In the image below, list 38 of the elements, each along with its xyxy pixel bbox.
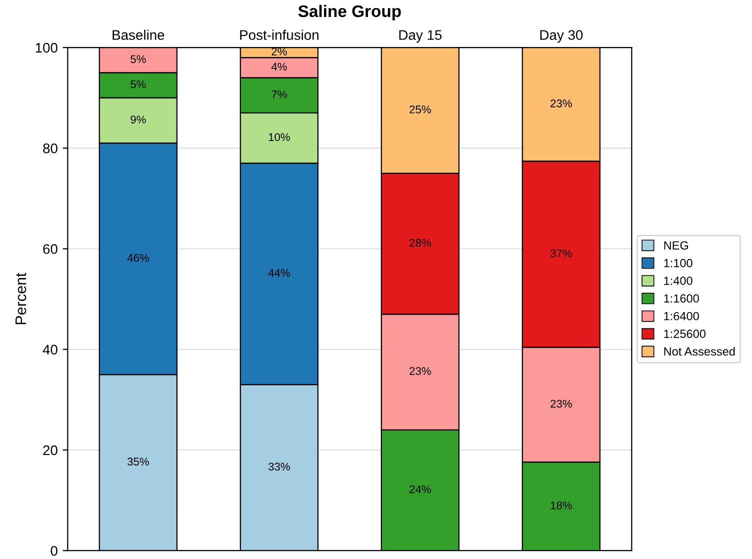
legend-label: 1:25600 [664,330,706,338]
y-tick-label: 100 [36,42,58,53]
y-tick-label: 0 [50,546,58,556]
y-axis-title: Percent [16,272,26,324]
data-label: 23% [550,400,572,408]
data-label: 4% [271,62,287,71]
data-label: 28% [410,238,431,247]
data-label: 23% [410,367,431,375]
data-label: 24% [410,485,431,494]
data-label: 9% [130,116,146,124]
data-label: 23% [550,99,572,108]
y-tick-label: 40 [42,344,58,355]
data-label: 5% [130,55,146,64]
data-label: 10% [268,133,290,142]
legend-label: 1:400 [664,276,692,285]
data-label: 25% [410,106,431,114]
data-label: 33% [268,462,290,471]
legend-label: NEG [664,241,688,250]
y-tick-label: 60 [43,244,58,254]
x-tick-label: Post-infusion [240,30,318,40]
y-tick-label: 80 [43,143,58,154]
x-tick-label: Baseline [112,30,164,40]
data-label: 18% [550,501,572,510]
legend-label: 1:100 [664,258,692,268]
data-label: 35% [127,458,149,466]
data-label: 5% [130,80,146,88]
legend-label: 1:1600 [664,294,699,303]
y-tick-label: 20 [43,445,58,456]
data-label: 7% [272,90,287,98]
data-label: 2% [272,48,287,56]
data-label: 37% [550,249,572,258]
x-tick-label: Day 15 [399,30,442,43]
x-tick-label: Day 30 [540,30,583,43]
chart-title: Saline Group [298,4,401,20]
data-label: 46% [127,254,149,262]
legend-label: 1:6400 [664,312,699,320]
data-label: 44% [268,269,290,277]
legend-label: Not Assessed [664,346,735,356]
